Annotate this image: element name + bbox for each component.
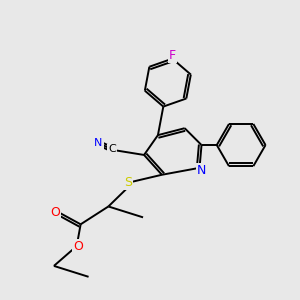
Text: F: F bbox=[169, 49, 176, 62]
Text: N: N bbox=[94, 138, 103, 148]
Text: O: O bbox=[73, 240, 83, 253]
Text: O: O bbox=[50, 206, 60, 219]
Text: S: S bbox=[124, 176, 132, 189]
Text: C: C bbox=[108, 144, 116, 154]
Text: N: N bbox=[197, 164, 207, 177]
